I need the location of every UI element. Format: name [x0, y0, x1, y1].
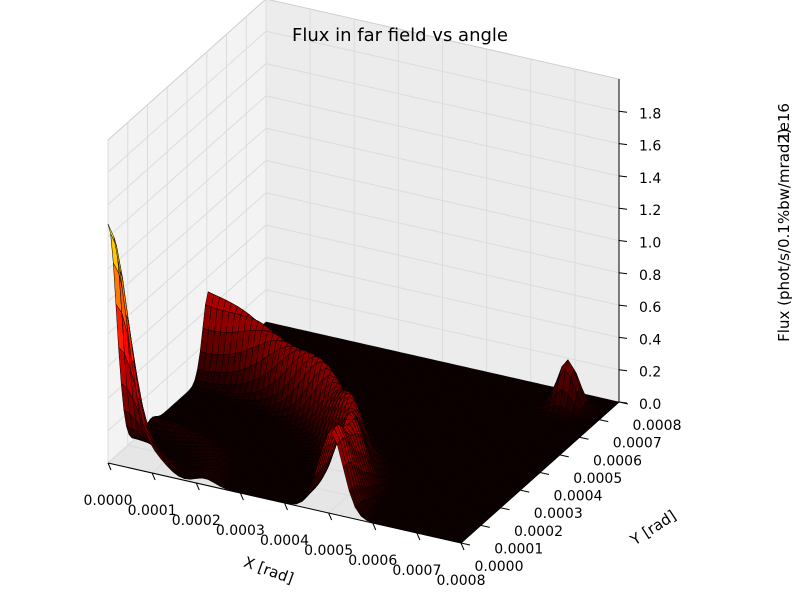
y-tick-label: 0.0002: [514, 524, 563, 540]
y-tick-label: 0.0004: [554, 489, 603, 505]
back-grid-z: [265, 289, 620, 371]
z-tick-label: 1.4: [639, 171, 661, 187]
y-tick: [520, 489, 530, 493]
x-tick-label: 0.0004: [260, 533, 309, 549]
y-tick: [599, 419, 609, 423]
z-tick: [618, 207, 628, 210]
x-axis-label: X [rad]: [241, 553, 296, 588]
x-tick-label: 0.0003: [216, 523, 265, 539]
back-grid-z: [265, 256, 620, 338]
y-tick-label: 0.0005: [573, 471, 622, 487]
z-tick: [618, 110, 628, 113]
back-grid-z: [265, 192, 620, 274]
y-tick: [460, 542, 471, 546]
back-grid-z: [265, 95, 620, 177]
back-grid-z: [265, 224, 620, 306]
z-tick-label: 0.6: [639, 300, 661, 316]
chart-title: Flux in far field vs angle: [292, 25, 508, 46]
y-tick: [480, 524, 490, 528]
z-axis-offset: 1e16: [775, 103, 793, 141]
z-tick-label: 0.0: [639, 397, 661, 413]
y-tick-label: 0.0007: [613, 436, 662, 452]
y-tick: [579, 436, 589, 440]
y-tick-label: 0.0001: [494, 541, 543, 557]
z-tick: [618, 304, 628, 307]
left-grid-z: [107, 127, 267, 270]
z-tick: [618, 272, 628, 275]
back-grid-z: [265, 127, 620, 209]
z-tick-label: 1.8: [639, 106, 661, 122]
z-tick: [618, 401, 628, 404]
y-tick: [500, 507, 510, 511]
z-tick-label: 1.0: [639, 236, 661, 252]
y-tick-label: 0.0003: [534, 506, 583, 522]
z-tick-label: 0.2: [639, 365, 661, 381]
left-grid-z: [107, 63, 267, 205]
x-tick-label: 0.0006: [348, 553, 397, 569]
x-tick-label: 0.0001: [128, 503, 177, 519]
back-grid-z: [265, 160, 620, 241]
left-grid-z: [107, 192, 267, 335]
z-tick: [618, 369, 628, 372]
x-tick-label: 0.0005: [304, 543, 353, 559]
z-tick: [618, 175, 628, 178]
y-tick: [539, 472, 550, 475]
surface-plot: [107, 223, 620, 544]
z-tick-label: 1.2: [639, 203, 661, 219]
y-tick-label: 0.0008: [633, 418, 682, 434]
z-tick-label: 0.8: [639, 268, 661, 284]
x-tick-label: 0.0000: [84, 493, 133, 509]
z-tick: [618, 240, 628, 242]
left-grid-z: [107, 224, 267, 367]
z-tick: [618, 336, 628, 339]
y-tick-label: 0.0000: [475, 559, 524, 575]
left-grid-z: [107, 95, 267, 238]
left-grid-z: [107, 30, 267, 173]
back-grid-z: [265, 30, 620, 112]
back-grid-z: [265, 63, 620, 145]
z-tick-label: 0.4: [639, 332, 661, 348]
x-tick-label: 0.0008: [437, 573, 486, 589]
x-tick-label: 0.0007: [392, 563, 441, 579]
z-tick: [618, 143, 628, 146]
z-axis-label: Flux (phot/s/0.1%bw/mrad2): [775, 128, 793, 342]
y-axis-label: Y [rad]: [626, 507, 679, 550]
x-tick-label: 0.0002: [172, 513, 221, 529]
z-tick-label: 1.6: [639, 139, 661, 155]
y-tick: [559, 454, 569, 458]
left-grid-z: [107, 160, 267, 302]
y-tick-label: 0.0006: [593, 453, 642, 469]
